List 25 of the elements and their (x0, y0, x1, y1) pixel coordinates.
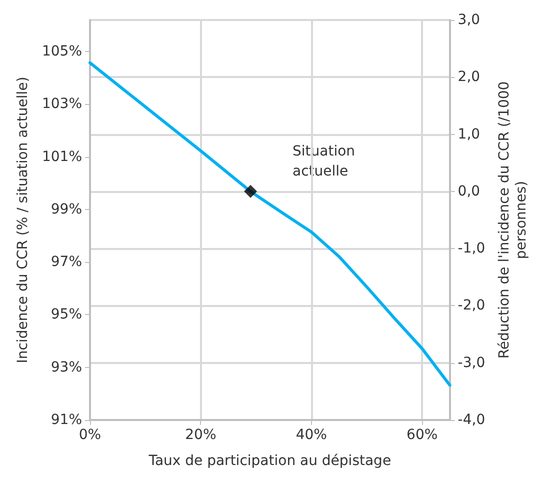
y2-tick-label: -4,0 (458, 412, 486, 428)
y-tick-label: 93% (50, 359, 82, 376)
x-tick-label: 40% (296, 427, 327, 443)
line-series (88, 61, 452, 387)
y2-axis-title: Réduction de l'incidence du CCR (/1000 personnes) (496, 81, 530, 359)
y-tick-label: 97% (50, 254, 82, 270)
y-tick-label: 95% (50, 306, 82, 323)
y2-tick-label: 3,0 (458, 12, 480, 28)
y-tick-label: 105% (42, 44, 82, 60)
y2-tick-label: 1,0 (458, 126, 480, 142)
y2-tick-label: -2,0 (458, 298, 486, 314)
y2-tick-label: 0,0 (458, 183, 480, 200)
y-tick-label: 91% (50, 412, 82, 428)
y-axis-title: Incidence du CCR (% / situation actuelle) (15, 76, 31, 364)
y2-tick-label: -3,0 (458, 354, 486, 371)
x-tick-label: 0% (78, 427, 102, 443)
y-tick-label: 103% (42, 96, 82, 112)
x-tick-label: 20% (185, 427, 216, 443)
y-tick-label: 99% (50, 201, 82, 218)
annotation: Situation actuelle (292, 143, 356, 180)
y-tick-label: 101% (42, 148, 82, 165)
x-axis-title: Taux de participation au dépistage (148, 453, 392, 469)
y2-tick-label: 2,0 (458, 69, 480, 86)
y2-tick-label: -1,0 (458, 240, 486, 257)
x-tick-label: 60% (406, 427, 438, 443)
